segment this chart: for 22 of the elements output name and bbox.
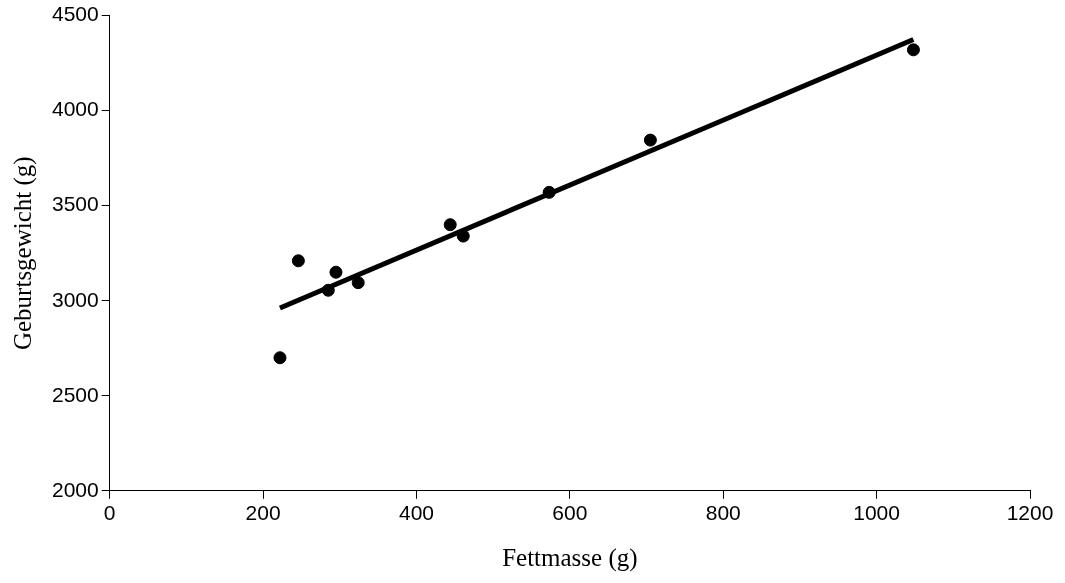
y-tick-label: 3000 [52, 287, 99, 311]
x-axis-title: Fettmasse (g) [502, 543, 638, 572]
y-tick-label: 2500 [52, 382, 99, 406]
x-tick-label: 1200 [1006, 501, 1054, 525]
point [443, 218, 457, 232]
y-tick-label: 4500 [52, 2, 99, 26]
point [273, 351, 287, 365]
x-tick-label: 400 [398, 501, 434, 525]
point [351, 276, 365, 290]
x-tick-label: 0 [103, 501, 116, 525]
y-tick-label: 3500 [52, 192, 99, 216]
x-tick-label: 600 [552, 501, 588, 525]
x-tick-label: 800 [705, 501, 741, 525]
y-tick-label: 4000 [52, 97, 99, 121]
x-tick-label: 1000 [853, 501, 900, 525]
x-tick-label: 200 [245, 501, 281, 525]
point [643, 133, 657, 147]
point [291, 254, 305, 268]
point [906, 43, 920, 57]
y-axis-title: Geburtsgewicht (g) [8, 156, 37, 351]
y-tick-label: 2000 [52, 477, 99, 501]
point [329, 265, 343, 279]
